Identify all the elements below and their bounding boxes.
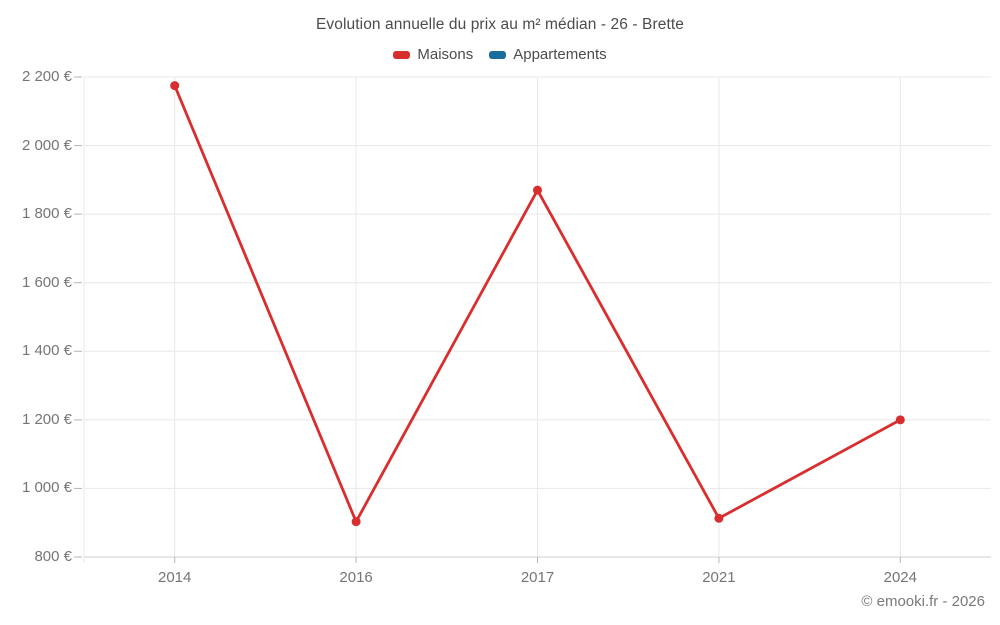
- x-axis-label: 2024: [883, 569, 917, 586]
- y-axis-label: 2 000 €: [21, 136, 72, 154]
- y-axis-label: 1 800 €: [21, 205, 72, 223]
- y-axis-label: 1 600 €: [21, 273, 72, 291]
- x-axis-label: 2017: [520, 569, 555, 586]
- legend-item-maisons[interactable]: Maisons: [393, 46, 473, 63]
- y-axis-label: 2 200 €: [21, 68, 72, 85]
- footer-credit: © emooki.fr - 2026: [861, 593, 985, 610]
- data-point-maisons: [170, 81, 180, 91]
- y-axis-label: 1 200 €: [21, 410, 72, 428]
- maisons-series-swatch-icon: [393, 50, 411, 59]
- legend-label-appartements: Appartements: [513, 46, 607, 63]
- data-point-maisons: [714, 513, 724, 523]
- data-point-maisons: [351, 517, 361, 527]
- legend-item-appartements[interactable]: Appartements: [489, 46, 607, 63]
- legend-label-maisons: Maisons: [417, 46, 474, 63]
- y-axis-label: 1 400 €: [21, 342, 72, 360]
- chart-title: Evolution annuelle du prix au m² médian …: [315, 16, 685, 33]
- data-point-maisons: [895, 415, 905, 425]
- x-axis-label: 2014: [158, 569, 192, 586]
- appartements-series-swatch-icon: [489, 50, 507, 59]
- data-point-maisons: [533, 185, 542, 195]
- y-axis-label: 1 000 €: [21, 479, 72, 497]
- x-axis-label: 2021: [702, 569, 736, 586]
- chart-legend: Maisons Appartements: [0, 46, 1000, 63]
- y-axis-label: 800 €: [34, 548, 72, 565]
- x-axis-label: 2016: [339, 569, 373, 586]
